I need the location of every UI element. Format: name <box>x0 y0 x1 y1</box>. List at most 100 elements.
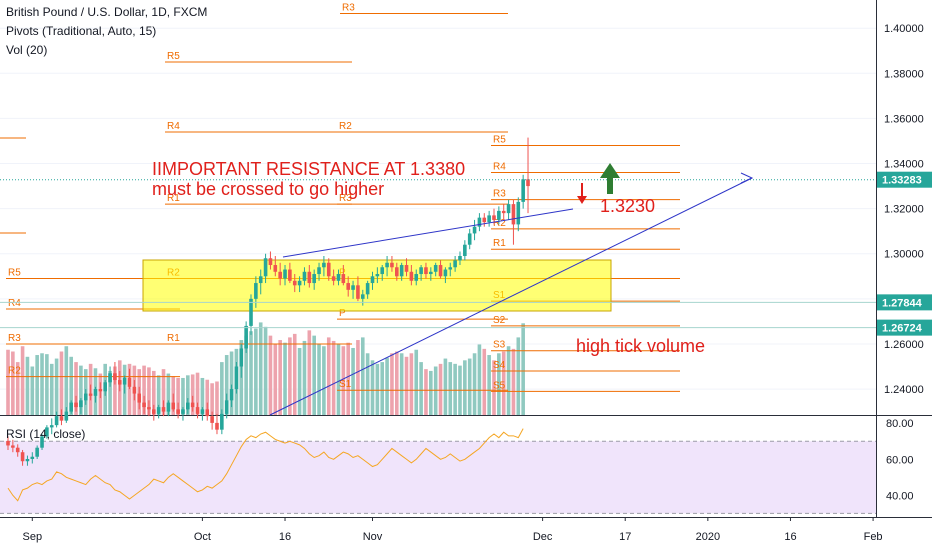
candle-body <box>433 265 438 272</box>
volume-bar <box>424 369 428 415</box>
candle-body <box>15 447 20 453</box>
volume-bar <box>467 358 472 415</box>
candle-body <box>103 382 107 392</box>
candle-body <box>331 276 336 281</box>
volume-bar <box>45 354 49 415</box>
candle-body <box>278 271 282 279</box>
candle-body <box>161 407 166 412</box>
candle-body <box>152 409 156 414</box>
volume-bar <box>74 362 78 415</box>
price-tag-label: 1.33283 <box>882 175 922 187</box>
volume-bar <box>190 374 195 415</box>
volume-bar <box>292 333 297 415</box>
candle-body <box>113 373 117 381</box>
candle-body <box>20 452 25 462</box>
pivots-legend[interactable]: Pivots (Traditional, Auto, 15) <box>6 24 157 38</box>
rsi-legend[interactable]: RSI (14, close) <box>6 427 86 441</box>
volume-bar <box>380 362 385 415</box>
pivot-label: R3 <box>339 193 352 204</box>
volume-bar <box>258 322 263 415</box>
pivot-label: R2 <box>8 366 21 377</box>
volume-bar <box>59 351 64 415</box>
volume-bar <box>492 360 496 415</box>
candle-body <box>526 179 530 187</box>
candle-body <box>370 276 375 284</box>
volume-bar <box>268 335 273 415</box>
volume-annotation: high tick volume <box>576 336 705 356</box>
rsi-tick-label: 60.00 <box>886 454 914 466</box>
candle-body <box>166 402 171 412</box>
candle-body <box>186 402 190 410</box>
volume-bar <box>448 362 453 415</box>
candle-body <box>448 267 453 270</box>
candle-body <box>147 407 151 410</box>
candle-body <box>463 244 467 256</box>
volume-bar <box>161 369 166 415</box>
volume-bar <box>108 370 112 415</box>
candle-body <box>419 267 423 275</box>
pivot-label: R3 <box>8 333 21 344</box>
candle-body <box>482 217 487 223</box>
candle-body <box>375 274 380 277</box>
candle-body <box>472 226 477 234</box>
candle-body <box>506 204 511 214</box>
candle-body <box>443 269 448 277</box>
volume-bar <box>25 356 30 415</box>
trendline-arrowhead <box>740 172 754 184</box>
time-tick-label: Oct <box>194 531 211 543</box>
volume-bar <box>283 342 287 415</box>
volume-bar <box>516 337 521 415</box>
candle-body <box>302 271 307 281</box>
candle-body <box>25 458 30 462</box>
price-tick-label: 1.32000 <box>884 204 924 216</box>
volume-bar <box>288 337 292 415</box>
candle-body <box>108 373 112 383</box>
candle-body <box>181 409 185 414</box>
pivot-label: R5 <box>8 268 21 279</box>
volume-bar <box>166 373 171 415</box>
volume-bar <box>370 360 375 415</box>
candle-body <box>317 267 321 275</box>
volume-bar <box>356 340 360 415</box>
time-tick-label: 17 <box>619 531 631 543</box>
candle-body <box>516 201 521 225</box>
lower-trendline <box>269 177 753 416</box>
symbol-legend[interactable]: British Pound / U.S. Dollar, 1D, FXCM <box>6 5 208 19</box>
candle-body <box>40 436 44 448</box>
price-tick-label: 1.30000 <box>884 249 924 261</box>
candle-body <box>244 325 248 349</box>
candle-body <box>326 262 331 277</box>
volume-legend[interactable]: Vol (20) <box>6 43 48 57</box>
candle-body <box>127 377 132 387</box>
candle-body <box>501 210 506 214</box>
candle-body <box>292 280 297 286</box>
time-tick-label: Nov <box>363 531 383 543</box>
volume-bar <box>113 366 117 415</box>
volume-bar <box>229 351 234 415</box>
volume-bar <box>326 337 331 415</box>
rsi-band <box>0 441 876 514</box>
volume-bar <box>482 348 487 415</box>
candle-body <box>390 262 394 268</box>
volume-bar <box>30 366 35 415</box>
candle-body <box>171 402 176 410</box>
price-tag-label: 1.26724 <box>882 323 923 335</box>
volume-bar <box>273 344 278 415</box>
candle-body <box>336 274 341 281</box>
price-tag-label: 1.27844 <box>882 297 923 309</box>
resistance-annotation-sub: must be crossed to go higher <box>152 179 384 199</box>
time-tick-label: Dec <box>533 531 553 543</box>
candle-body <box>64 411 69 421</box>
candle-body <box>258 276 263 284</box>
pivot-label: S4 <box>493 360 506 371</box>
volume-bar <box>312 335 316 415</box>
pivot-label: S5 <box>493 380 506 391</box>
candle-body <box>297 280 302 286</box>
candle-body <box>195 407 200 414</box>
time-tick-label: 2020 <box>696 531 720 543</box>
volume-bar <box>506 346 511 415</box>
volume-bar <box>35 355 39 415</box>
volume-bar <box>215 381 219 415</box>
volume-bar <box>487 355 491 415</box>
